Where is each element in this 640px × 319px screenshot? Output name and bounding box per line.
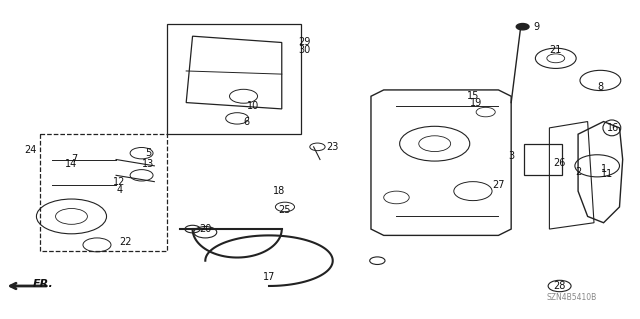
Text: 26: 26 <box>553 158 565 168</box>
Text: 14: 14 <box>65 159 77 169</box>
Text: 13: 13 <box>142 159 154 169</box>
Circle shape <box>516 24 529 30</box>
Text: 21: 21 <box>550 45 562 56</box>
Text: 24: 24 <box>24 145 36 155</box>
Text: 16: 16 <box>607 123 620 133</box>
Bar <box>167 24 301 134</box>
Text: 6: 6 <box>244 116 250 127</box>
Text: 27: 27 <box>492 180 505 190</box>
Text: 12: 12 <box>113 177 125 187</box>
Text: 3: 3 <box>508 151 514 161</box>
Text: 19: 19 <box>470 98 483 108</box>
Text: SZN4B5410B: SZN4B5410B <box>547 293 597 301</box>
Text: 28: 28 <box>553 281 565 291</box>
Text: 8: 8 <box>597 82 604 92</box>
Text: 23: 23 <box>326 142 339 152</box>
Text: 15: 15 <box>467 91 479 101</box>
Text: 20: 20 <box>199 224 211 234</box>
Text: 5: 5 <box>145 148 151 158</box>
Text: 1: 1 <box>600 164 607 174</box>
Bar <box>40 134 167 251</box>
Text: 25: 25 <box>278 205 291 215</box>
Text: 11: 11 <box>600 169 613 179</box>
Bar <box>524 144 562 175</box>
Text: 2: 2 <box>575 167 581 177</box>
Text: 30: 30 <box>298 45 310 56</box>
Text: 9: 9 <box>534 22 540 32</box>
Text: 4: 4 <box>116 184 122 195</box>
Text: 22: 22 <box>120 237 132 247</box>
Text: 10: 10 <box>247 101 259 111</box>
Text: 7: 7 <box>72 154 78 165</box>
Text: 17: 17 <box>263 271 275 281</box>
Text: 18: 18 <box>273 186 285 196</box>
Text: FR.: FR. <box>33 279 54 289</box>
Text: 29: 29 <box>298 38 310 48</box>
